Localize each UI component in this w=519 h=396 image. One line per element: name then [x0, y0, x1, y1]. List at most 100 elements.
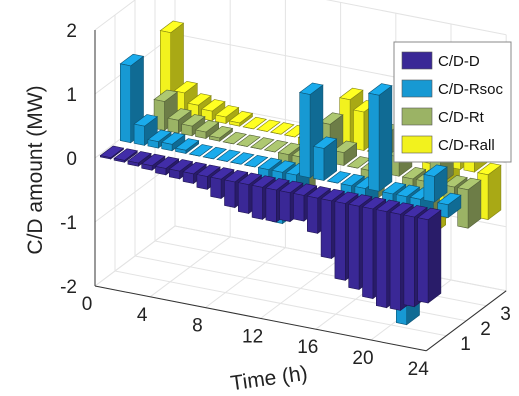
- bar-C/D-Rsoc-8: [216, 149, 241, 162]
- bar-front: [264, 149, 275, 153]
- bar-front: [210, 176, 222, 199]
- bar-front: [417, 217, 429, 304]
- legend-swatch: [401, 135, 433, 154]
- depth-tick-label: 3: [500, 304, 511, 325]
- bar-front: [196, 174, 208, 190]
- bar-C/D-Rsoc-9: [229, 152, 255, 165]
- bar-front: [299, 92, 311, 179]
- bar-C/D-D-24: [416, 207, 442, 304]
- bar-front: [238, 182, 249, 214]
- bar-front: [141, 163, 153, 171]
- bar-C/D-Rsoc-5: [174, 138, 200, 155]
- legend-swatch: [401, 51, 433, 70]
- bar-front: [229, 120, 240, 127]
- bar-C/D-Rsoc-19: [367, 83, 393, 192]
- bar-C/D-Rsoc-2: [133, 114, 159, 146]
- bar-C/D-D-2: [113, 148, 139, 163]
- bar-C/D-Rt-9: [249, 137, 275, 150]
- bar-C/D-Rt-10: [263, 139, 289, 153]
- bar-front: [223, 141, 234, 145]
- x-tick-label: 16: [297, 337, 318, 358]
- bar-C/D-Rall-6: [228, 110, 254, 127]
- bar-side: [427, 209, 442, 304]
- bar-front: [270, 131, 282, 135]
- x-tick-label: 8: [192, 316, 203, 337]
- legend-label: C/D-Rt: [438, 109, 485, 126]
- bar-C/D-Rsoc-7: [202, 146, 228, 160]
- legend: C/D-D C/D-Rsoc C/D-Rt C/D-Rall: [393, 41, 512, 163]
- legend-swatch: [401, 107, 433, 126]
- depth-tick-label: 1: [460, 334, 471, 355]
- bar-front: [167, 117, 179, 134]
- bar-front: [189, 153, 200, 157]
- bar-front: [250, 146, 262, 150]
- x-tick-label: 24: [408, 359, 430, 380]
- tick-labels: -2-1012048121620241234: [60, 21, 511, 380]
- bar-front: [216, 159, 228, 162]
- bar-C/D-Rt-4: [180, 114, 206, 137]
- legend-label: C/D-Rsoc: [438, 81, 504, 98]
- legend-label: C/D-Rall: [438, 137, 495, 154]
- bar-C/D-D-1: [99, 145, 125, 160]
- x-tick-label: 4: [137, 305, 148, 326]
- bar-front: [293, 193, 305, 222]
- bar-front: [209, 135, 220, 142]
- z-tick-label: -1: [60, 213, 77, 234]
- bar-front: [313, 146, 325, 181]
- z-tick-label: -2: [60, 277, 77, 298]
- bar-C/D-Rsoc-16: [326, 171, 352, 184]
- z-tick-label: 2: [66, 21, 77, 42]
- bar-front: [100, 155, 111, 160]
- bar-C/D-Rall-5: [214, 105, 240, 125]
- bar-side: [378, 85, 393, 192]
- bar-front: [230, 161, 242, 165]
- x-tick-label: 12: [242, 326, 263, 347]
- legend-label: C/D-D: [438, 53, 480, 70]
- x-tick-label: 0: [82, 294, 93, 315]
- bar-C/D-Rt-3: [167, 108, 192, 134]
- bar-C/D-Rt-5: [194, 120, 220, 140]
- bar-C/D-Rall-7: [242, 116, 268, 130]
- depth-tick-label: 2: [480, 319, 491, 340]
- bar-front: [113, 157, 125, 163]
- z-tick-label: 0: [66, 149, 77, 170]
- bar-front: [279, 190, 291, 222]
- bar-front: [320, 198, 332, 259]
- bar-C/D-Rsoc-23: [423, 164, 448, 203]
- bar-front: [334, 201, 346, 281]
- axis-line: [425, 290, 507, 352]
- bar-front: [215, 114, 227, 124]
- bar-front: [353, 109, 365, 151]
- bar-C/D-Rall-9: [269, 122, 295, 135]
- bar-C/D-Rsoc-6: [188, 144, 214, 157]
- gridline: [114, 270, 447, 337]
- bar-front: [161, 141, 173, 152]
- bar-front: [265, 187, 277, 223]
- bar-front: [327, 180, 338, 184]
- bar-C/D-Rt-7: [222, 131, 248, 145]
- bar-front: [182, 171, 194, 184]
- bar-front: [348, 203, 360, 290]
- x-tick-label: 20: [352, 348, 373, 369]
- bar-front: [203, 156, 214, 160]
- bar-front: [375, 209, 388, 309]
- bar-front: [133, 123, 145, 146]
- bar-front: [347, 165, 358, 169]
- x-axis-label: Time (h): [229, 362, 309, 396]
- legend-swatch: [401, 79, 433, 98]
- y-axis-label: C/D amount (MW): [24, 85, 47, 254]
- bar-front: [175, 147, 187, 154]
- bar-front: [244, 164, 255, 168]
- bar-front: [256, 129, 268, 132]
- axis-line: [94, 285, 427, 352]
- bar-front: [243, 126, 254, 130]
- bar-front: [169, 168, 180, 180]
- bar-front: [195, 129, 207, 139]
- bar-front: [368, 92, 380, 192]
- bar-front: [251, 184, 263, 220]
- bar-front: [127, 160, 139, 167]
- bar-C/D-Rt-6: [208, 125, 234, 142]
- bar-front: [389, 211, 401, 311]
